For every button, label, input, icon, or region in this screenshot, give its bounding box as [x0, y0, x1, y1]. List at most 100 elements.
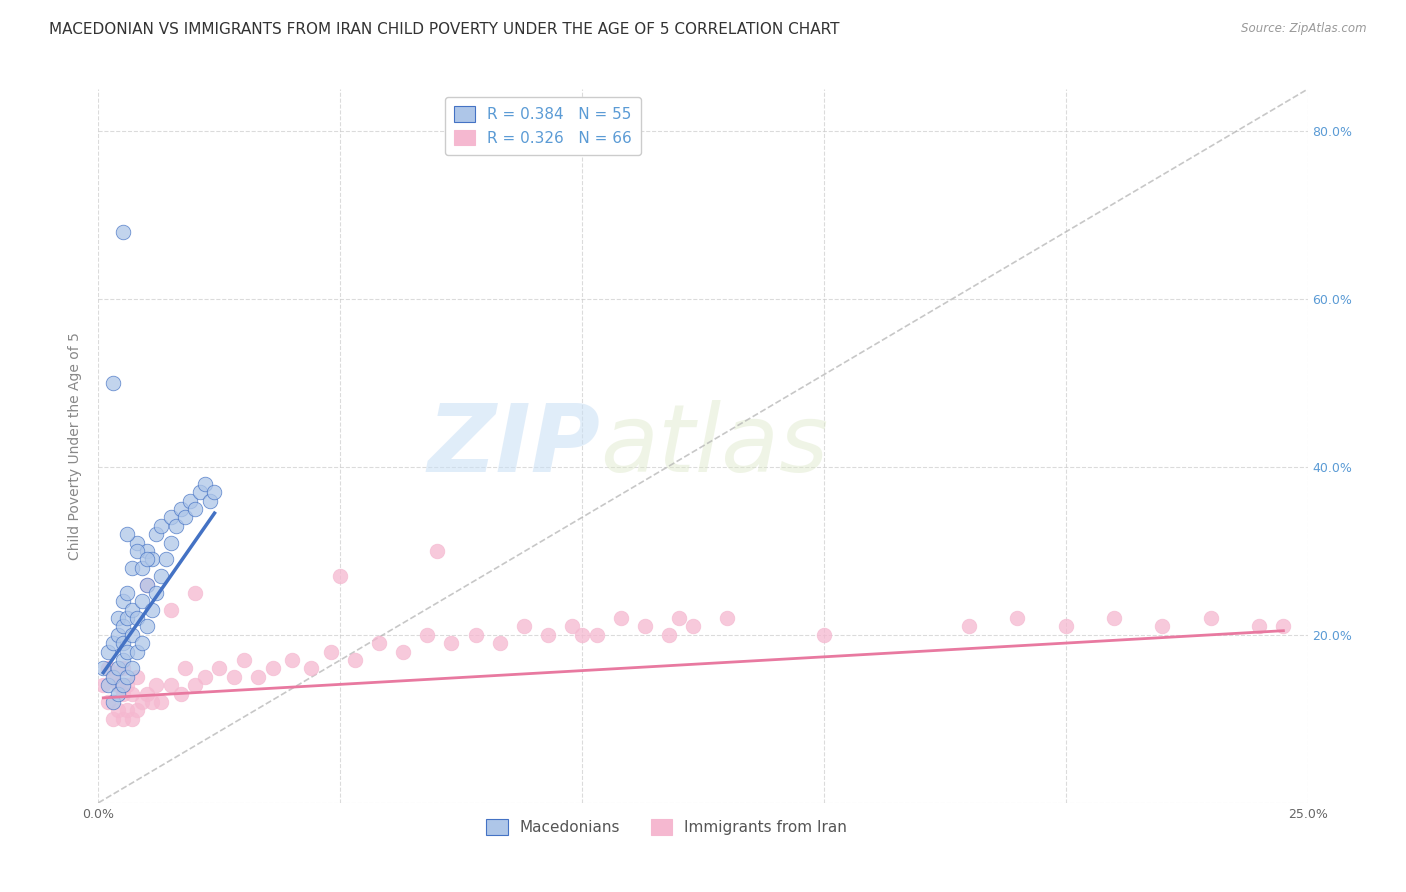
Point — [111, 712, 134, 726]
Point — [131, 636, 153, 650]
Point — [634, 619, 657, 633]
Point — [121, 687, 143, 701]
Point — [141, 603, 163, 617]
Point — [121, 661, 143, 675]
Point — [150, 518, 173, 533]
Point — [117, 703, 139, 717]
Point — [111, 653, 134, 667]
Point — [198, 493, 221, 508]
Point — [111, 225, 134, 239]
Point — [204, 485, 226, 500]
Point — [174, 510, 197, 524]
Point — [716, 611, 738, 625]
Point — [97, 645, 120, 659]
Point — [585, 628, 607, 642]
Point — [813, 628, 835, 642]
Point — [101, 695, 124, 709]
Point — [262, 661, 284, 675]
Point — [107, 687, 129, 701]
Point — [117, 645, 139, 659]
Point — [107, 628, 129, 642]
Point — [1249, 619, 1271, 633]
Point — [141, 695, 163, 709]
Point — [160, 603, 183, 617]
Point — [97, 661, 120, 675]
Point — [121, 560, 143, 574]
Point — [188, 485, 211, 500]
Point — [127, 611, 149, 625]
Point — [127, 670, 149, 684]
Point — [101, 636, 124, 650]
Point — [368, 636, 391, 650]
Point — [1054, 619, 1077, 633]
Point — [571, 628, 593, 642]
Point — [1272, 619, 1295, 633]
Point — [169, 687, 191, 701]
Point — [610, 611, 633, 625]
Point — [1152, 619, 1174, 633]
Point — [150, 569, 173, 583]
Point — [135, 619, 157, 633]
Point — [319, 645, 342, 659]
Point — [489, 636, 512, 650]
Point — [668, 611, 690, 625]
Point — [127, 645, 149, 659]
Point — [329, 569, 352, 583]
Point — [97, 678, 120, 692]
Point — [111, 687, 134, 701]
Point — [150, 695, 173, 709]
Point — [117, 611, 139, 625]
Point — [101, 712, 124, 726]
Point — [111, 636, 134, 650]
Point — [135, 544, 157, 558]
Point — [121, 603, 143, 617]
Point — [121, 628, 143, 642]
Point — [111, 594, 134, 608]
Point — [416, 628, 439, 642]
Point — [111, 619, 134, 633]
Text: Source: ZipAtlas.com: Source: ZipAtlas.com — [1241, 22, 1367, 36]
Point — [135, 577, 157, 591]
Point — [117, 586, 139, 600]
Point — [101, 670, 124, 684]
Point — [121, 712, 143, 726]
Point — [107, 703, 129, 717]
Point — [131, 695, 153, 709]
Point — [169, 502, 191, 516]
Point — [135, 552, 157, 566]
Point — [127, 703, 149, 717]
Point — [111, 678, 134, 692]
Point — [179, 493, 201, 508]
Point — [145, 678, 167, 692]
Point — [232, 653, 254, 667]
Legend: Macedonians, Immigrants from Iran: Macedonians, Immigrants from Iran — [479, 814, 853, 841]
Point — [1199, 611, 1222, 625]
Point — [194, 476, 217, 491]
Point — [135, 577, 157, 591]
Point — [682, 619, 704, 633]
Point — [184, 502, 207, 516]
Point — [222, 670, 245, 684]
Point — [141, 552, 163, 566]
Point — [957, 619, 980, 633]
Text: MACEDONIAN VS IMMIGRANTS FROM IRAN CHILD POVERTY UNDER THE AGE OF 5 CORRELATION : MACEDONIAN VS IMMIGRANTS FROM IRAN CHILD… — [49, 22, 839, 37]
Point — [101, 670, 124, 684]
Point — [658, 628, 681, 642]
Point — [155, 552, 177, 566]
Point — [343, 653, 366, 667]
Point — [107, 661, 129, 675]
Point — [464, 628, 486, 642]
Point — [160, 678, 183, 692]
Point — [160, 535, 183, 549]
Point — [135, 687, 157, 701]
Point — [426, 544, 449, 558]
Point — [97, 695, 120, 709]
Point — [107, 678, 129, 692]
Point — [127, 535, 149, 549]
Point — [91, 678, 114, 692]
Point — [111, 661, 134, 675]
Point — [1007, 611, 1029, 625]
Point — [127, 544, 149, 558]
Point — [91, 661, 114, 675]
Point — [101, 376, 124, 390]
